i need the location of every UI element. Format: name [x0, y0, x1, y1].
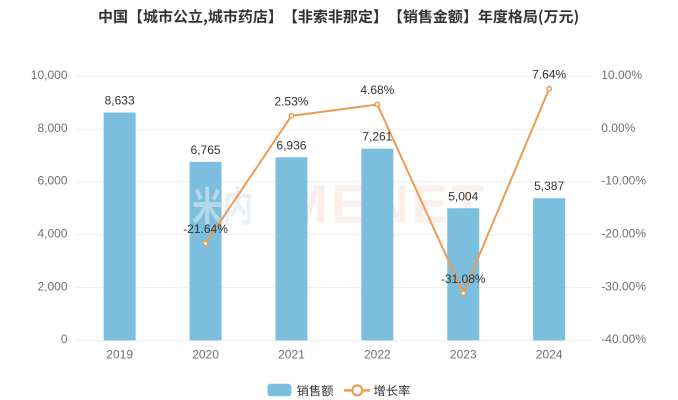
svg-text:5,387: 5,387 — [534, 179, 564, 193]
svg-text:4,000: 4,000 — [37, 227, 67, 241]
svg-text:2024: 2024 — [536, 348, 563, 362]
svg-text:7,261: 7,261 — [362, 130, 392, 144]
svg-text:0: 0 — [61, 332, 68, 346]
svg-text:4.68%: 4.68% — [360, 83, 394, 97]
svg-text:6,765: 6,765 — [191, 143, 221, 157]
svg-text:-40.00%: -40.00% — [601, 332, 646, 346]
svg-text:10.00%: 10.00% — [601, 68, 642, 82]
svg-text:10,000: 10,000 — [31, 68, 68, 82]
svg-text:8,000: 8,000 — [37, 121, 67, 135]
svg-text:2022: 2022 — [364, 348, 391, 362]
svg-text:-31.08%: -31.08% — [441, 272, 486, 286]
svg-text:2021: 2021 — [278, 348, 305, 362]
svg-text:2,000: 2,000 — [37, 279, 67, 293]
svg-text:-21.64%: -21.64% — [183, 222, 228, 236]
svg-text:6,936: 6,936 — [276, 138, 306, 152]
svg-text:-30.00%: -30.00% — [601, 279, 646, 293]
svg-text:8,633: 8,633 — [105, 93, 135, 107]
svg-text:0.00%: 0.00% — [601, 121, 635, 135]
svg-text:2020: 2020 — [192, 348, 219, 362]
svg-text:2.53%: 2.53% — [274, 94, 308, 108]
svg-text:6,000: 6,000 — [37, 174, 67, 188]
svg-text:5,004: 5,004 — [448, 189, 478, 203]
svg-text:2023: 2023 — [450, 348, 477, 362]
svg-text:-10.00%: -10.00% — [601, 174, 646, 188]
svg-text:7.64%: 7.64% — [532, 67, 566, 81]
svg-text:-20.00%: -20.00% — [601, 227, 646, 241]
svg-text:2019: 2019 — [106, 348, 133, 362]
